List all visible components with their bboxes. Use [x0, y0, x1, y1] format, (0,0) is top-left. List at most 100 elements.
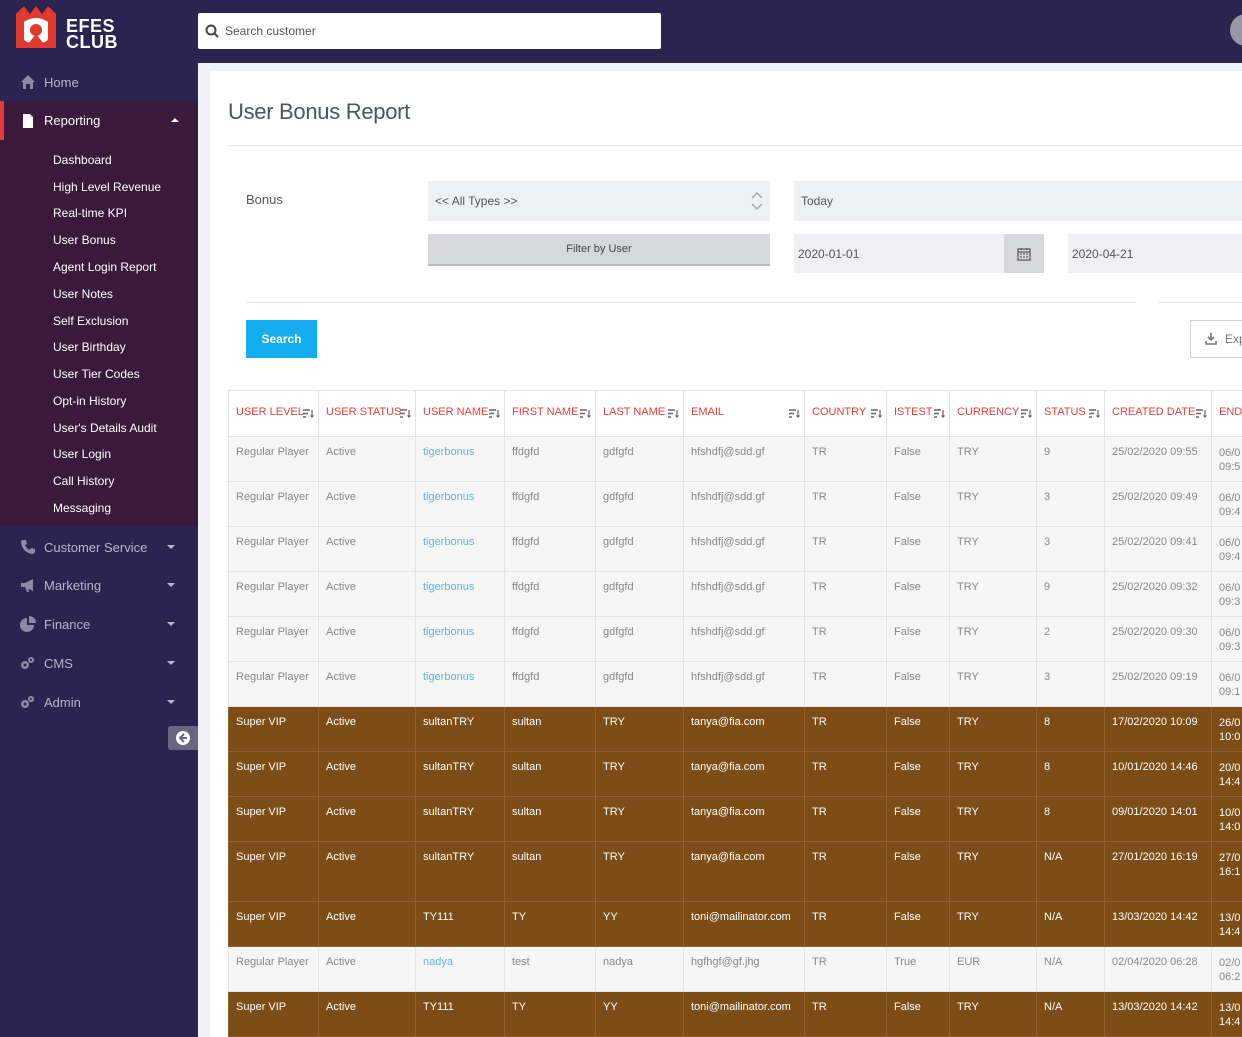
- sort-icon[interactable]: [1089, 409, 1100, 418]
- table-row[interactable]: Regular Player Active tigerbonus ffdgfd gdfg…: [228, 436, 1242, 482]
- table-cell: 8: [1036, 751, 1105, 797]
- nav-home[interactable]: Home: [0, 63, 198, 101]
- column-header[interactable]: COUNTRY: [804, 390, 887, 437]
- nav-admin[interactable]: Admin: [0, 683, 198, 721]
- sort-icon[interactable]: [489, 409, 500, 418]
- submenu-item-user-notes[interactable]: User Notes: [53, 287, 114, 301]
- table-cell: 17/02/2020 10:09: [1104, 706, 1212, 752]
- table-cell[interactable]: tigerbonus: [415, 616, 505, 662]
- sort-icon[interactable]: [303, 409, 314, 418]
- table-cell: N/A: [1036, 901, 1105, 947]
- column-header[interactable]: ISTEST: [886, 390, 950, 437]
- submenu-item-dashboard[interactable]: Dashboard: [53, 153, 112, 167]
- period-select[interactable]: Today: [794, 181, 1242, 221]
- table-row[interactable]: Super VIP Active TY111 TY YY toni@mailinator.…: [228, 991, 1242, 1037]
- table-cell[interactable]: tigerbonus: [415, 571, 505, 617]
- submenu-item-real-time-kpi[interactable]: Real-time KPI: [53, 206, 128, 220]
- document-icon: [23, 113, 33, 128]
- table-cell: TY: [504, 901, 596, 947]
- nav-reporting[interactable]: Reporting: [0, 101, 198, 140]
- nav-customer-service[interactable]: Customer Service: [0, 528, 198, 566]
- sort-icon[interactable]: [1196, 409, 1207, 418]
- table-cell: sultan: [504, 796, 596, 842]
- calendar-button[interactable]: [1004, 234, 1044, 273]
- submenu-item-user-tier-codes[interactable]: User Tier Codes: [53, 367, 140, 381]
- nav-cms[interactable]: CMS: [0, 644, 198, 682]
- customer-search[interactable]: [198, 13, 661, 49]
- sort-icon[interactable]: [400, 409, 411, 418]
- submenu-item-opt-in-history[interactable]: Opt-in History: [53, 394, 127, 408]
- chevron-down-icon: [167, 700, 175, 704]
- column-header[interactable]: CURRENCY: [949, 390, 1037, 437]
- chevron-down-icon: [167, 661, 175, 665]
- table-cell: ffdgfd: [504, 616, 596, 662]
- table-cell: Regular Player: [228, 481, 319, 527]
- table-cell[interactable]: tigerbonus: [415, 481, 505, 527]
- table-cell: Super VIP: [228, 841, 319, 902]
- end-date-part: 20/0: [1219, 762, 1241, 774]
- nav-home-label: Home: [44, 74, 79, 90]
- end-date-part: 14:4: [1219, 1016, 1241, 1028]
- table-row[interactable]: Super VIP Active sultanTRY sultan TRY tanya@f…: [228, 706, 1242, 752]
- submenu-item-messaging[interactable]: Messaging: [53, 501, 112, 515]
- sort-icon[interactable]: [580, 409, 591, 418]
- sort-icon[interactable]: [1021, 409, 1032, 418]
- search-button[interactable]: Search: [246, 320, 317, 358]
- table-row[interactable]: Super VIP Active TY111 TY YY toni@mailinator.…: [228, 901, 1242, 947]
- submenu-item-agent-login-report[interactable]: Agent Login Report: [53, 260, 157, 274]
- table-row[interactable]: Regular Player Active tigerbonus ffdgfd gdfg…: [228, 616, 1242, 662]
- table-row[interactable]: Regular Player Active tigerbonus ffdgfd gdfg…: [228, 526, 1242, 572]
- table-cell[interactable]: nadya: [415, 946, 505, 992]
- nav-marketing[interactable]: Marketing: [0, 566, 198, 604]
- table-cell[interactable]: tigerbonus: [415, 526, 505, 572]
- column-header[interactable]: CREATED DATE: [1104, 390, 1212, 437]
- table-cell[interactable]: tigerbonus: [415, 436, 505, 482]
- submenu-item-self-exclusion[interactable]: Self Exclusion: [53, 314, 129, 328]
- date-from-input[interactable]: 2020-01-01: [794, 234, 1004, 273]
- table-row[interactable]: Regular Player Active tigerbonus ffdgfd gdfg…: [228, 481, 1242, 527]
- filter-by-user-button[interactable]: Filter by User: [428, 234, 770, 266]
- table-row[interactable]: Super VIP Active sultanTRY sultan TRY tanya@f…: [228, 751, 1242, 797]
- table-row[interactable]: Super VIP Active sultanTRY sultan TRY tanya@f…: [228, 796, 1242, 842]
- column-header[interactable]: USER LEVEL: [228, 390, 319, 437]
- collapse-sidebar-button[interactable]: [168, 726, 198, 750]
- end-date-part: 13/0: [1219, 1002, 1241, 1014]
- sort-icon[interactable]: [789, 409, 800, 418]
- column-header[interactable]: USER NAME: [415, 390, 505, 437]
- table-row[interactable]: Super VIP Active sultanTRY sultan TRY tanya@f…: [228, 841, 1242, 902]
- nav-customer-service-label: Customer Service: [44, 539, 148, 555]
- sort-icon[interactable]: [668, 409, 679, 418]
- table-row[interactable]: Regular Player Active tigerbonus ffdgfd gdfg…: [228, 571, 1242, 617]
- nav-finance[interactable]: Finance: [0, 605, 198, 643]
- column-header[interactable]: USER STATUS: [318, 390, 416, 437]
- sort-icon[interactable]: [934, 409, 945, 418]
- submenu-item-user-details-audit[interactable]: User's Details Audit: [53, 421, 157, 435]
- table-cell: False: [886, 661, 950, 707]
- bonus-table-container: USER LEVEL USER STATUS USER NAME FIRST NAME…: [228, 390, 1242, 1037]
- end-date-part: 10:0: [1219, 731, 1241, 743]
- export-button[interactable]: Exp: [1190, 320, 1242, 358]
- column-header[interactable]: STATUS: [1036, 390, 1105, 437]
- column-header[interactable]: FIRST NAME: [504, 390, 596, 437]
- table-row[interactable]: Regular Player Active nadya test nadya hgfhgf…: [228, 946, 1242, 992]
- submenu-item-call-history[interactable]: Call History: [53, 474, 115, 488]
- sort-icon[interactable]: [871, 409, 882, 418]
- table-cell: 25/02/2020 09:55: [1104, 436, 1212, 482]
- submenu-item-high-level-revenue[interactable]: High Level Revenue: [53, 180, 162, 194]
- submenu-item-user-bonus[interactable]: User Bonus: [53, 233, 116, 247]
- search-input[interactable]: [225, 24, 645, 38]
- avatar[interactable]: [1230, 14, 1242, 46]
- table-cell: Active: [318, 796, 416, 842]
- bonus-type-select[interactable]: << All Types >>: [428, 181, 770, 221]
- table-cell-end-date: 06/0 09:5: [1211, 436, 1242, 482]
- column-header[interactable]: EMAIL: [683, 390, 805, 437]
- column-header[interactable]: END: [1211, 390, 1242, 437]
- submenu-item-user-birthday[interactable]: User Birthday: [53, 340, 126, 354]
- table-cell[interactable]: tigerbonus: [415, 661, 505, 707]
- table-row[interactable]: Regular Player Active tigerbonus ffdgfd gdfg…: [228, 661, 1242, 707]
- date-to-input[interactable]: 2020-04-21: [1068, 234, 1242, 273]
- column-header[interactable]: LAST NAME: [595, 390, 684, 437]
- efes-club-logo[interactable]: EFES CLUB: [14, 4, 134, 54]
- submenu-item-user-login[interactable]: User Login: [53, 447, 112, 461]
- table-cell: sultanTRY: [415, 751, 505, 797]
